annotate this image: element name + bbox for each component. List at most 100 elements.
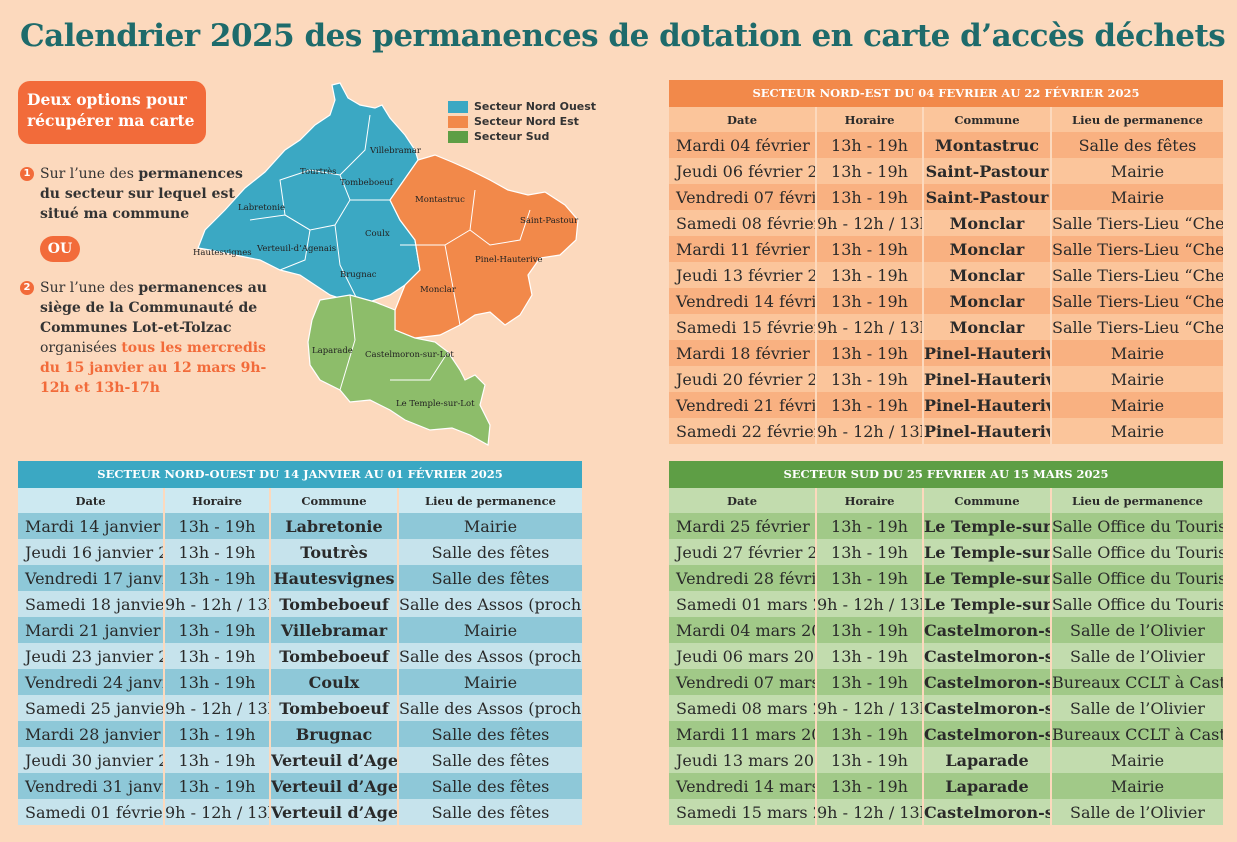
table-row: Vendredi 31 janvier 202513h - 19hVerteui… [18, 773, 582, 799]
legend-item-sud: Secteur Sud [448, 129, 596, 144]
cell-horaire: 13h - 19h [816, 366, 924, 392]
cell-commune: Verteuil d’Agenais [270, 773, 399, 799]
cell-date: Jeudi 20 février 2025 [669, 366, 817, 392]
cell-lieu: Mairie [1051, 773, 1223, 799]
table-header-row: Date Horaire Commune Lieu de permanence [669, 107, 1223, 132]
table-row: Jeudi 23 janvier 202513h - 19hTombeboeuf… [18, 643, 582, 669]
cell-date: Mardi 04 février 2025 [669, 132, 817, 158]
page-title: Calendrier 2025 des permanences de dotat… [20, 18, 1226, 54]
map-label-montastruc: Montastruc [415, 195, 465, 205]
map-label-monclar: Monclar [420, 285, 457, 295]
cell-lieu: Salle des fêtes [398, 799, 582, 825]
step-1-text-b: permanences du secteur sur lequel est si… [40, 166, 243, 222]
table-row: Vendredi 14 mars 202513h - 19hLaparadeMa… [669, 773, 1223, 799]
cell-horaire: 13h - 19h [816, 392, 924, 418]
cell-lieu: Mairie [1051, 392, 1223, 418]
cell-horaire: 13h - 19h [164, 773, 271, 799]
cell-commune: Castelmoron-sur-Lot [923, 643, 1052, 669]
map-legend: Secteur Nord Ouest Secteur Nord Est Sect… [448, 99, 596, 144]
cell-commune: Castelmoron-sur-Lot [923, 695, 1052, 721]
cell-lieu: Mairie [398, 513, 582, 539]
cell-horaire: 13h - 19h [164, 669, 271, 695]
cell-lieu: Bureaux CCLT à Castelmoron [1051, 721, 1223, 747]
cell-commune: Tombeboeuf [270, 695, 399, 721]
step-1-number: 1 [20, 167, 34, 181]
cell-lieu: Salle des Assos (proche mairie) [398, 643, 582, 669]
cell-lieu: Mairie [398, 669, 582, 695]
cell-horaire: 13h - 19h [816, 184, 924, 210]
cell-lieu: Salle Tiers-Lieu “Chez-nous” [1051, 236, 1223, 262]
table-row: Samedi 08 mars 20259h - 12h / 13h - 17hC… [669, 695, 1223, 721]
cell-horaire: 13h - 19h [816, 158, 924, 184]
table-row: Vendredi 07 mars 202513h - 19hCastelmoro… [669, 669, 1223, 695]
cell-lieu: Salle des fêtes [398, 721, 582, 747]
table-row: Samedi 18 janvier 20259h - 12h / 13h - 1… [18, 591, 582, 617]
cell-lieu: Bureaux CCLT à Castelmoron [1051, 669, 1223, 695]
legend-swatch [448, 100, 468, 113]
cell-commune: Labretonie [270, 513, 399, 539]
cell-date: Vendredi 17 janvier 2025 [18, 565, 165, 591]
table-header-row: Date Horaire Commune Lieu de permanence [669, 488, 1223, 513]
table-row: Vendredi 24 janvier 202513h - 19hCoulxMa… [18, 669, 582, 695]
cell-horaire: 13h - 19h [816, 617, 924, 643]
cell-lieu: Salle Tiers-Lieu “Chez-nous” [1051, 314, 1223, 340]
table-row: Jeudi 06 mars 202513h - 19hCastelmoron-s… [669, 643, 1223, 669]
cell-lieu: Salle des fêtes [398, 747, 582, 773]
col-header-date: Date [669, 107, 817, 132]
cell-horaire: 9h - 12h / 13h - 17h [816, 799, 924, 825]
cell-commune: Monclar [923, 314, 1052, 340]
cell-date: Samedi 08 mars 2025 [669, 695, 817, 721]
cell-lieu: Mairie [1051, 184, 1223, 210]
cell-commune: Castelmoron-sur-Lot [923, 721, 1052, 747]
cell-date: Samedi 01 février 2025 [18, 799, 165, 825]
cell-commune: Monclar [923, 262, 1052, 288]
cell-horaire: 9h - 12h / 13h - 17h [816, 418, 924, 444]
cell-lieu: Mairie [1051, 747, 1223, 773]
cell-commune: Pinel-Hauterive [923, 340, 1052, 366]
cell-horaire: 13h - 19h [816, 643, 924, 669]
cell-horaire: 9h - 12h / 13h - 17h [164, 695, 271, 721]
cell-horaire: 13h - 19h [164, 513, 271, 539]
cell-lieu: Salle Tiers-Lieu “Chez-nous” [1051, 210, 1223, 236]
cell-commune: Le Temple-sur-Lot [923, 565, 1052, 591]
step-2-text-d: tous les mercredis du 15 janvier au 12 m… [40, 340, 267, 396]
cell-lieu: Salle des Assos (proche mairie) [398, 695, 582, 721]
cell-lieu: Salle Tiers-Lieu “Chez-nous” [1051, 262, 1223, 288]
table-title: SECTEUR NORD-OUEST DU 14 JANVIER AU 01 F… [18, 461, 582, 488]
cell-date: Jeudi 30 janvier 2025 [18, 747, 165, 773]
cell-commune: Saint-Pastour [923, 184, 1052, 210]
cell-commune: Monclar [923, 236, 1052, 262]
cell-horaire: 13h - 19h [816, 565, 924, 591]
cell-date: Vendredi 14 février 2025 [669, 288, 817, 314]
cell-horaire: 13h - 19h [164, 721, 271, 747]
cell-commune: Pinel-Hauterive [923, 366, 1052, 392]
table-title: SECTEUR SUD DU 25 FEVRIER AU 15 MARS 202… [669, 461, 1223, 488]
map-label-brugnac: Brugnac [340, 270, 377, 280]
cell-commune: Castelmoron-sur-Lot [923, 617, 1052, 643]
cell-commune: Le Temple-sur-Lot [923, 539, 1052, 565]
cell-date: Samedi 01 mars 2025 [669, 591, 817, 617]
step-1-text-a: Sur l’une des [40, 166, 139, 182]
cell-date: Mardi 14 janvier 2025 [18, 513, 165, 539]
cell-lieu: Salle des Assos (proche mairie) [398, 591, 582, 617]
map-label-tourtres: Tourtrès [300, 166, 337, 177]
step-2-text-a: Sur l’une des [40, 280, 139, 296]
col-header-lieu: Lieu de permanence [1051, 107, 1223, 132]
cell-horaire: 13h - 19h [816, 539, 924, 565]
map-label-tombeboeuf: Tombeboeuf [340, 178, 394, 188]
cell-date: Samedi 25 janvier 2025 [18, 695, 165, 721]
cell-date: Jeudi 13 mars 2025 [669, 747, 817, 773]
table-row: Jeudi 13 mars 202513h - 19hLaparadeMairi… [669, 747, 1223, 773]
cell-date: Vendredi 21 février 2025 [669, 392, 817, 418]
cell-lieu: Salle des fêtes [398, 539, 582, 565]
map-sector-nord-ouest [197, 82, 421, 306]
map-label-saint-pastour: Saint-Pastour [520, 216, 579, 226]
cell-date: Mardi 21 janvier 2025 [18, 617, 165, 643]
cell-horaire: 13h - 19h [164, 539, 271, 565]
schedule-table: Date Horaire Commune Lieu de permanence … [669, 488, 1223, 825]
cell-date: Mardi 18 février 2025 [669, 340, 817, 366]
table-row: Vendredi 07 février 202513h - 19hSaint-P… [669, 184, 1223, 210]
